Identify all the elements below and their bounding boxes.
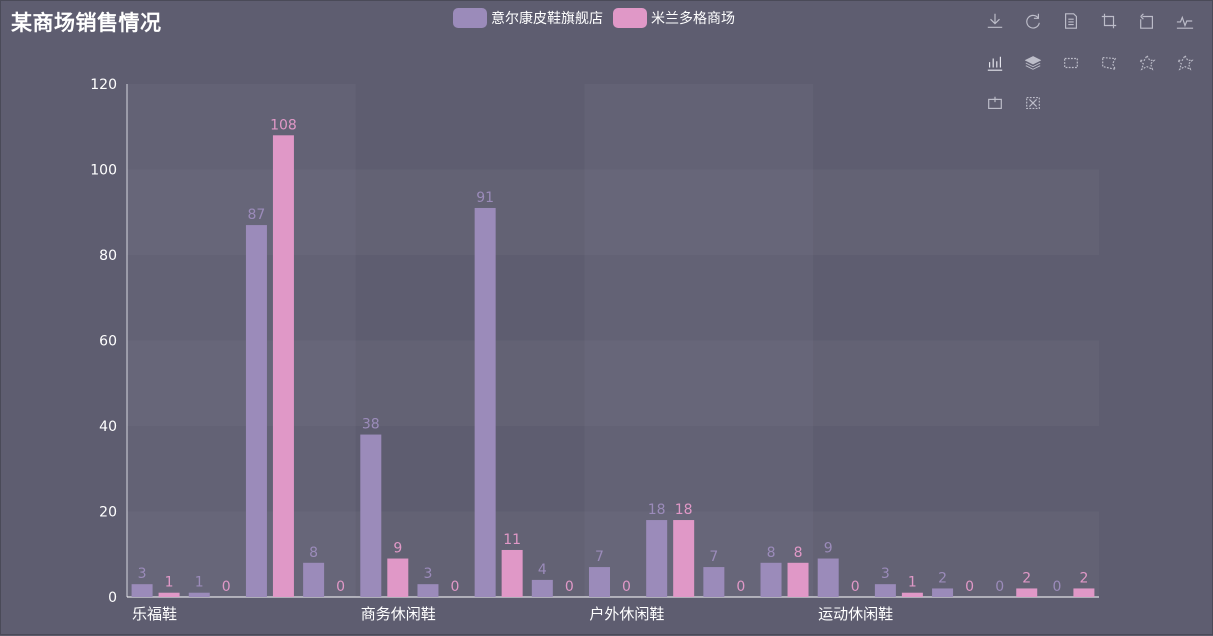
legend-swatch-series-1	[453, 8, 487, 28]
line-chart-icon[interactable]	[1175, 11, 1195, 31]
polygon-select-icon[interactable]	[1099, 53, 1119, 73]
data-label: 0	[1052, 579, 1061, 595]
data-label: 91	[476, 190, 494, 206]
data-label: 0	[336, 579, 345, 595]
data-label: 2	[1022, 570, 1031, 586]
data-label: 9	[824, 541, 833, 557]
data-label: 0	[851, 579, 860, 595]
y-tick-label: 120	[90, 77, 117, 93]
bar	[874, 584, 896, 597]
y-tick-label: 60	[99, 334, 117, 350]
data-label: 2	[1079, 570, 1088, 586]
y-tick-label: 40	[99, 419, 117, 435]
y-tick-label: 100	[90, 163, 117, 179]
data-label: 8	[767, 545, 776, 561]
data-label: 9	[393, 541, 402, 557]
data-label: 3	[424, 566, 433, 582]
bar	[303, 562, 325, 597]
bar	[703, 567, 725, 597]
bar	[589, 567, 610, 597]
split-band	[127, 170, 1099, 256]
y-tick-label: 20	[99, 505, 117, 521]
x-tick-label: 商务休闲鞋	[361, 605, 436, 623]
data-label: 108	[270, 117, 297, 133]
bar	[272, 135, 294, 598]
bar	[474, 207, 496, 597]
bar	[360, 434, 382, 597]
bar	[245, 225, 267, 597]
bar	[417, 584, 439, 597]
chart-title: 某商场销售情况	[11, 11, 162, 35]
bar	[387, 558, 409, 597]
bar	[158, 592, 180, 597]
bar	[501, 549, 523, 597]
data-label: 2	[938, 570, 947, 586]
data-label: 0	[565, 579, 574, 595]
bar	[131, 584, 153, 597]
bar-chart-icon[interactable]	[985, 53, 1005, 73]
data-label: 0	[736, 579, 745, 595]
x-tick-label: 户外休闲鞋	[589, 605, 664, 623]
bar	[787, 562, 809, 597]
split-band	[127, 255, 1099, 341]
data-label: 18	[648, 502, 666, 518]
legend: 意尔康皮鞋旗舰店 米兰多格商场	[453, 7, 745, 29]
data-label: 3	[138, 566, 147, 582]
clear-brush-icon[interactable]	[1023, 93, 1043, 113]
legend-item-series-1[interactable]: 意尔康皮鞋旗舰店	[453, 8, 603, 28]
bar	[901, 592, 923, 597]
data-label: 0	[965, 579, 974, 595]
zoom-icon[interactable]	[1099, 11, 1119, 31]
legend-label-series-2: 米兰多格商场	[651, 11, 735, 27]
split-band	[127, 426, 1099, 512]
brush-icon[interactable]	[985, 93, 1005, 113]
split-band	[127, 512, 1099, 598]
x-tick-label: 乐福鞋	[132, 605, 177, 623]
bar	[646, 520, 668, 597]
data-label: 38	[362, 417, 380, 433]
bar	[1073, 588, 1095, 597]
data-label: 11	[503, 532, 521, 548]
bar	[531, 579, 553, 597]
bar	[817, 558, 839, 597]
legend-label-series-1: 意尔康皮鞋旗舰店	[491, 11, 603, 27]
split-band	[127, 341, 1099, 427]
clear-select-icon[interactable]	[1175, 53, 1195, 73]
bar	[1016, 588, 1038, 597]
y-tick-label: 80	[99, 248, 117, 264]
data-view-icon[interactable]	[1061, 11, 1081, 31]
data-label: 7	[709, 549, 718, 565]
data-label: 18	[675, 502, 693, 518]
bar	[760, 562, 782, 597]
stack-icon[interactable]	[1023, 53, 1043, 73]
legend-swatch-series-2	[613, 8, 647, 28]
keep-select-icon[interactable]	[1137, 53, 1157, 73]
data-label: 1	[195, 575, 204, 591]
data-label: 0	[995, 579, 1004, 595]
zoom-back-icon[interactable]	[1137, 11, 1157, 31]
bar	[932, 588, 954, 597]
bar	[673, 520, 695, 597]
data-label: 0	[622, 579, 631, 595]
data-label: 8	[794, 545, 803, 561]
x-tick-label: 运动休闲鞋	[818, 605, 893, 623]
y-tick-label: 0	[108, 590, 117, 606]
save-as-image-icon[interactable]	[985, 11, 1005, 31]
restore-icon[interactable]	[1023, 11, 1043, 31]
bar	[188, 592, 210, 597]
data-label: 1	[165, 575, 174, 591]
data-label: 87	[248, 207, 266, 223]
legend-item-series-2[interactable]: 米兰多格商场	[613, 8, 735, 28]
rect-select-icon[interactable]	[1061, 53, 1081, 73]
data-label: 0	[451, 579, 460, 595]
data-label: 0	[222, 579, 231, 595]
data-label: 4	[538, 562, 547, 578]
data-label: 1	[908, 575, 917, 591]
data-label: 8	[309, 545, 318, 561]
data-label: 3	[881, 566, 890, 582]
data-label: 7	[595, 549, 604, 565]
